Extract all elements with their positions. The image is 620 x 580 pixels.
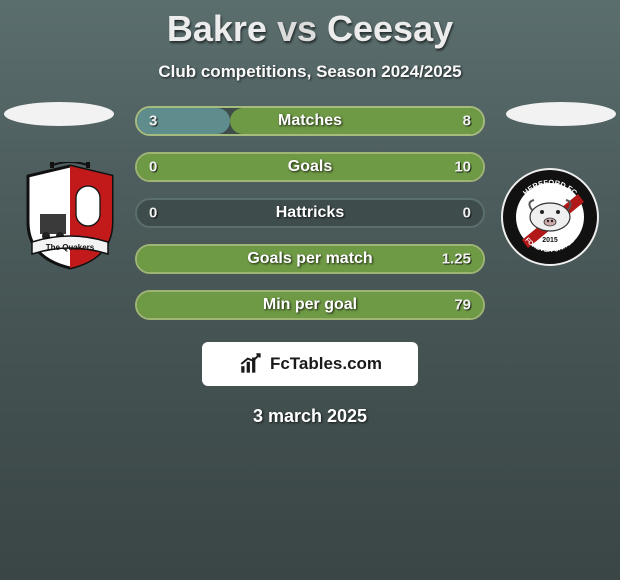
player2-name: Ceesay [327,8,453,49]
card-subtitle: Club competitions, Season 2024/2025 [0,62,620,82]
vs-separator: vs [277,8,317,49]
left-club-crest: The Quakers [20,162,120,272]
stat-label: Goals per match [247,250,372,268]
stat-value-left: 3 [149,113,157,130]
right-ellipse [506,102,616,126]
stat-value-right: 8 [463,113,471,130]
left-ellipse [4,102,114,126]
main-area: The Quakers HEREFORD [0,106,620,427]
stat-label: Goals [288,158,332,176]
comparison-card: Bakre vs Ceesay Club competitions, Seaso… [0,0,620,427]
left-crest-banner-text: The Quakers [46,243,95,252]
stat-label: Min per goal [263,296,357,314]
right-club-crest: HEREFORD FC FOREVER UNITED 2015 [500,162,600,272]
source-badge: FcTables.com [202,342,418,386]
stat-bar: 3 8 Matches [135,106,485,136]
stat-label: Hattricks [276,204,344,222]
stat-bars: 3 8 Matches 0 10 Goals 0 0 Hattricks 1.25 Goals pe… [135,106,485,320]
card-title: Bakre vs Ceesay [0,8,620,50]
stat-label: Matches [278,112,342,130]
stat-value-right: 1.25 [442,251,471,268]
stat-value-left: 0 [149,205,157,222]
stat-fill-right [230,108,483,134]
badge-icon: HEREFORD FC FOREVER UNITED 2015 [500,162,600,272]
stat-bar: 1.25 Goals per match [135,244,485,274]
right-crest-year: 2015 [542,237,558,244]
stat-bar: 0 10 Goals [135,152,485,182]
stat-bar: 79 Min per goal [135,290,485,320]
source-badge-text: FcTables.com [270,354,382,374]
shield-icon: The Quakers [20,162,120,272]
player1-name: Bakre [167,8,267,49]
stat-bar: 0 0 Hattricks [135,198,485,228]
chart-icon [238,351,264,377]
comparison-date: 3 march 2025 [0,406,620,427]
stat-value-right: 0 [463,205,471,222]
stat-value-left: 0 [149,159,157,176]
stat-value-right: 10 [454,159,471,176]
stat-value-right: 79 [454,297,471,314]
